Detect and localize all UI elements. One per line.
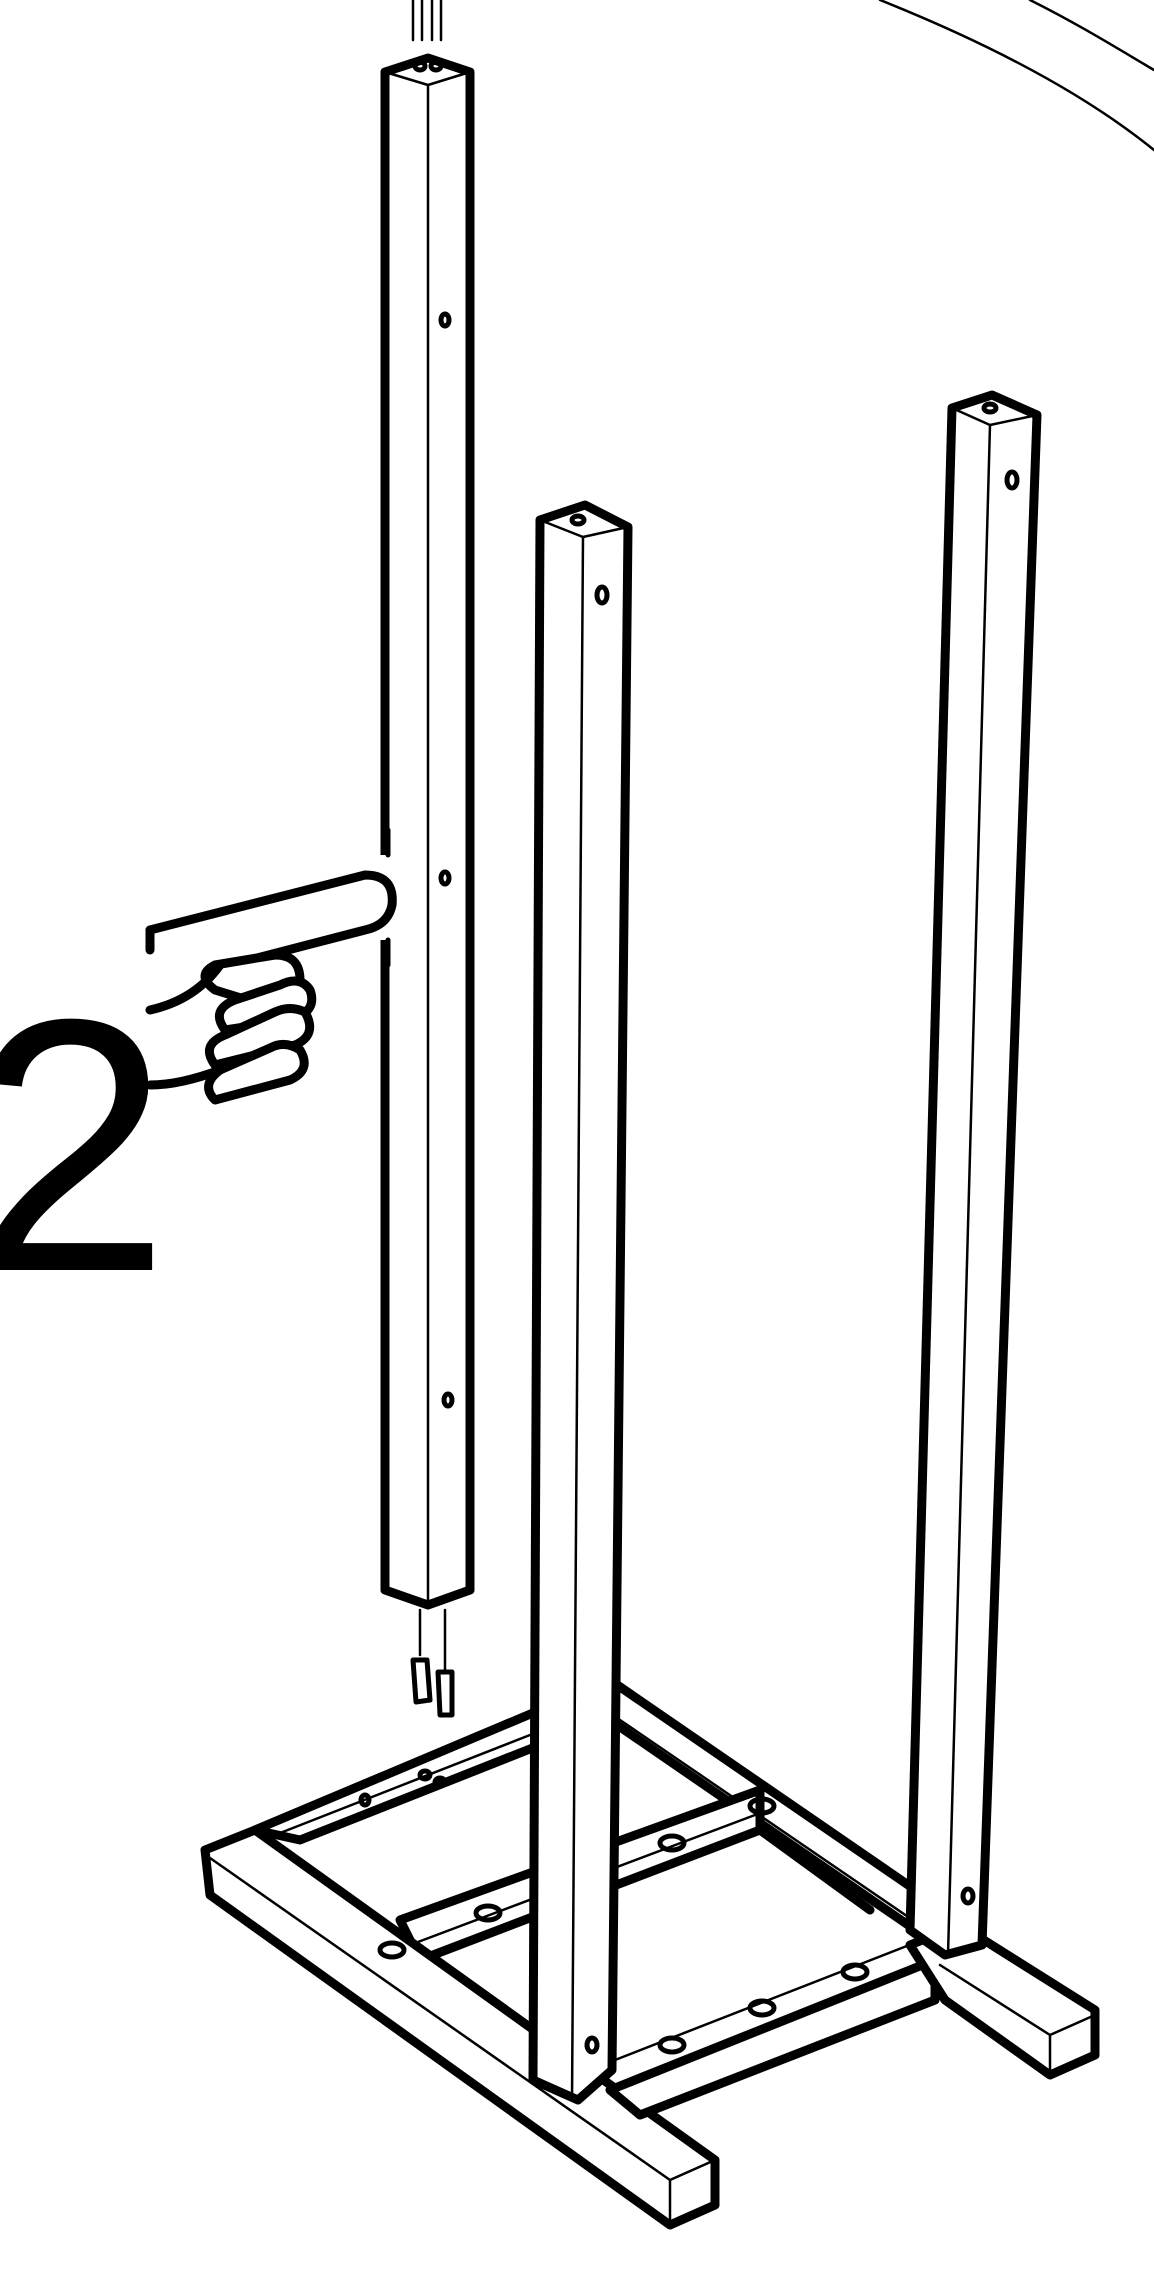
- step-number: 2: [0, 945, 170, 1347]
- table-leg-right: [905, 390, 1042, 1960]
- table-leg-middle: [528, 500, 633, 2105]
- detail-callout-circle: [878, 0, 1154, 152]
- table-leg-left: [380, 0, 475, 1610]
- pointing-hand-icon: [145, 827, 400, 1105]
- dowel-pins: [410, 1608, 455, 1718]
